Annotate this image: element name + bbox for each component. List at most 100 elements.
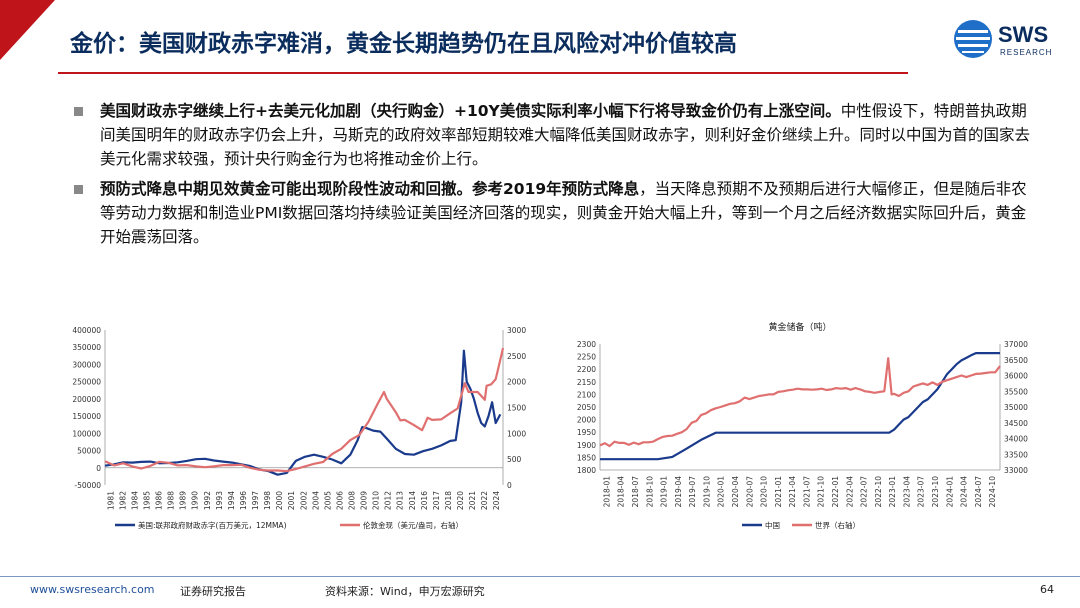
x-tick-label: 2005	[323, 491, 332, 510]
x-tick-label: 1996	[239, 491, 248, 510]
x-tick-label: 2022-01	[831, 476, 840, 508]
footer-website[interactable]: www.swsresearch.com	[30, 583, 155, 596]
bullet-square-icon	[74, 185, 83, 194]
logo-globe-icon	[954, 20, 992, 58]
x-tick-label: 1988	[167, 491, 176, 510]
x-tick-label: 2022-10	[874, 476, 883, 508]
footer-source: 资料来源：Wind，申万宏源研究	[325, 585, 485, 598]
x-tick-label: 1993	[215, 491, 224, 510]
x-tick-label: 1986	[155, 491, 164, 510]
y-tick-right: 36000	[1004, 372, 1028, 381]
series-line-2	[599, 357, 1001, 448]
x-tick-label: 2018-04	[617, 476, 626, 508]
x-tick-label: 2019-07	[688, 476, 697, 508]
y-tick-left: 2300	[577, 340, 596, 349]
legend-label-1: 美国:联邦政府财政赤字(百万美元，12MMA)	[138, 520, 287, 530]
y-tick-left: 200000	[72, 395, 101, 404]
y-tick-right: 1000	[507, 429, 526, 438]
x-tick-label: 2023-01	[888, 476, 897, 508]
x-tick-label: 2021	[468, 491, 477, 510]
y-tick-right: 3000	[507, 326, 526, 335]
corner-accent	[0, 0, 55, 60]
x-tick-label: 2006	[335, 491, 344, 510]
y-tick-left: 50000	[77, 447, 101, 456]
x-tick-label: 2024	[492, 491, 501, 510]
y-tick-left: 1950	[577, 428, 596, 437]
bullet-2-text: ，当天降息预期不及预期后进行大幅修正，但是随后非农等劳动力数据和制造业PMI数据…	[100, 180, 1027, 246]
x-tick-label: 2016	[420, 491, 429, 510]
x-tick-label: 2010	[372, 491, 381, 510]
y-tick-left: 250000	[72, 378, 101, 387]
x-tick-label: 2020-07	[745, 476, 754, 508]
x-tick-label: 2000	[275, 491, 284, 510]
x-tick-label: 1981	[106, 491, 115, 510]
x-tick-label: 1982	[118, 491, 127, 510]
y-tick-right: 37000	[1004, 340, 1028, 349]
bullet-square-icon	[74, 107, 83, 116]
series-line-2	[104, 347, 505, 473]
x-tick-label: 2018-01	[602, 476, 611, 508]
x-tick-label: 1989	[179, 491, 188, 510]
x-tick-label: 2023-10	[931, 476, 940, 508]
y-tick-right: 2500	[507, 352, 526, 361]
x-tick-label: 2019-10	[702, 476, 711, 508]
chart-title: 黄金储备（吨）	[768, 321, 831, 333]
x-tick-label: 1994	[227, 491, 236, 510]
y-tick-right: 35500	[1004, 387, 1028, 396]
bullet-1-text: 中性假设下，特朗普执政期间美国明年的财政赤字仍会上升，马斯克的政府效率部短期较难…	[100, 102, 1031, 168]
bullet-item-2: 预防式降息中期见效黄金可能出现阶段性波动和回撤。参考2019年预防式降息，当天降…	[72, 177, 1032, 249]
y-tick-right: 35000	[1004, 403, 1028, 412]
x-tick-label: 2024-01	[945, 476, 954, 508]
x-tick-label: 2024-04	[960, 476, 969, 508]
x-tick-label: 2021-01	[774, 476, 783, 508]
y-tick-left: 2050	[577, 403, 596, 412]
x-tick-label: 1998	[263, 491, 272, 510]
x-tick-label: 2021-07	[802, 476, 811, 508]
x-tick-label: 1990	[191, 491, 200, 510]
y-tick-left: 2100	[577, 390, 596, 399]
x-tick-label: 2008	[347, 491, 356, 510]
logo-subtext: RESEARCH	[1000, 48, 1053, 57]
x-tick-label: 2001	[287, 491, 296, 510]
series-line-1	[600, 351, 1000, 461]
x-tick-label: 2024-10	[988, 476, 997, 508]
y-tick-right: 1500	[507, 404, 526, 413]
x-tick-label: 2004	[311, 491, 320, 510]
y-tick-left: 2000	[577, 416, 596, 425]
x-tick-label: 1984	[130, 491, 139, 510]
series-line-1	[104, 349, 502, 476]
legend-label-2: 世界（右轴）	[815, 520, 860, 530]
x-tick-label: 2013	[396, 491, 405, 510]
bullet-2-bold: 预防式降息中期见效黄金可能出现阶段性波动和回撤。参考2019年预防式降息	[100, 180, 640, 198]
legend-label-2: 伦敦金现（美元/盎司，右轴）	[363, 520, 463, 530]
footer-doc-type: 证券研究报告	[180, 585, 246, 598]
y-tick-left: 0	[96, 464, 101, 473]
page-title: 金价：美国财政赤字难消，黄金长期趋势仍在且风险对冲价值较高	[70, 31, 737, 57]
x-tick-label: 2018	[444, 491, 453, 510]
x-tick-label: 1985	[142, 491, 151, 510]
legend-label-1: 中国	[765, 520, 780, 530]
footer-divider	[0, 576, 1080, 577]
y-tick-left: 2250	[577, 353, 596, 362]
x-tick-label: 2022-04	[845, 476, 854, 508]
x-tick-label: 2012	[384, 491, 393, 510]
sws-logo: SWS RESEARCH	[952, 18, 1062, 68]
y-tick-right: 34000	[1004, 435, 1028, 444]
x-tick-label: 2002	[299, 491, 308, 510]
title-underline	[58, 72, 908, 74]
y-tick-right: 36500	[1004, 356, 1028, 365]
y-tick-left: 1850	[577, 453, 596, 462]
y-tick-left: 100000	[72, 429, 101, 438]
page-number: 64	[1040, 583, 1054, 596]
x-tick-label: 2020-01	[717, 476, 726, 508]
bullet-1-bold: 美国财政赤字继续上行+去美元化加剧（央行购金）+10Y美债实际利率小幅下行将导致…	[100, 102, 841, 120]
y-tick-left: 150000	[72, 412, 101, 421]
y-tick-left: 1900	[577, 441, 596, 450]
x-tick-label: 2020	[456, 491, 465, 510]
y-tick-left: 2150	[577, 378, 596, 387]
x-tick-label: 2022	[480, 491, 489, 510]
deficit-gold-chart: 4000003500003000002500002000001500001000…	[72, 326, 526, 530]
y-tick-left: 300000	[72, 360, 101, 369]
y-tick-left: 1800	[577, 466, 596, 475]
x-tick-label: 2020-04	[731, 476, 740, 508]
